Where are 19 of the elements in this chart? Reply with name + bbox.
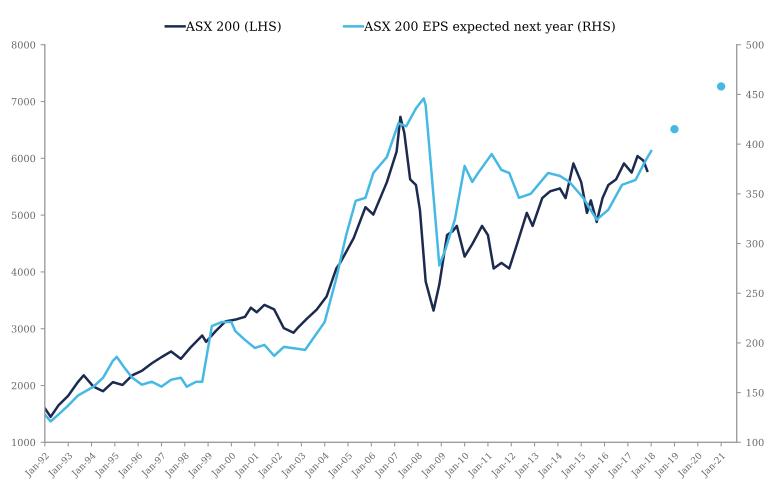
y-tick-label: 5000 — [12, 212, 36, 219]
y2-tick-label: 300 — [746, 240, 764, 248]
y-tick-label: 6000 — [12, 154, 36, 162]
y-tick-label: 1000 — [12, 438, 36, 446]
legend-label: ASX 200 EPS expected next year (RHS) — [364, 21, 615, 34]
y2-tick-label: 200 — [746, 339, 764, 347]
y2-tick-label: 450 — [746, 90, 764, 98]
y-tick-label: 2000 — [12, 382, 36, 390]
y2-tick-label: 150 — [746, 389, 764, 396]
y-tick-label: 4000 — [11, 268, 36, 276]
y2-tick-label: 350 — [746, 190, 764, 198]
y2-tick-label: 500 — [746, 41, 764, 49]
y-tick-label: 8000 — [12, 41, 36, 49]
y-tick-label: 7000 — [12, 98, 36, 106]
y2-tick-label: 400 — [746, 140, 764, 148]
y2-tick-label: 250 — [746, 290, 764, 298]
legend-label: ASX 200 (LHS) — [186, 21, 281, 33]
y2-tick-label: 100 — [746, 438, 764, 446]
y-tick-label: 3000 — [12, 325, 36, 333]
